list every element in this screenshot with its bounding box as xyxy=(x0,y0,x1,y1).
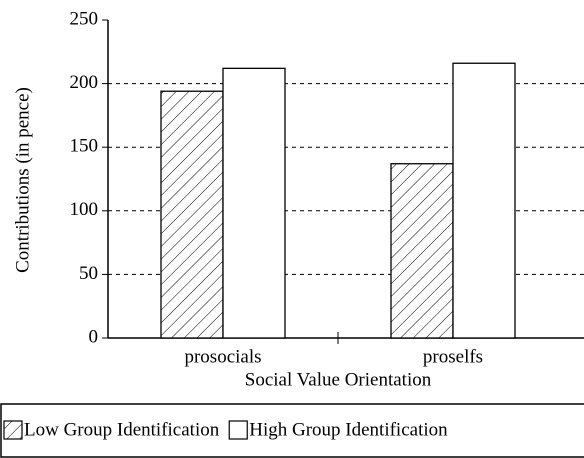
y-tick-label: 0 xyxy=(89,326,99,347)
x-axis-label: Social Value Orientation xyxy=(245,369,432,390)
y-tick-label: 200 xyxy=(70,72,99,93)
x-tick-label: proselfs xyxy=(423,346,483,367)
y-tick-label: 100 xyxy=(70,199,99,220)
y-tick-label: 50 xyxy=(79,263,98,284)
bar xyxy=(160,90,224,339)
y-axis-label: Contributions (in pence) xyxy=(12,87,33,273)
bar xyxy=(390,163,454,339)
bar xyxy=(222,67,286,339)
bar xyxy=(452,62,516,339)
legend-swatch xyxy=(228,420,248,440)
y-tick-label: 250 xyxy=(70,8,99,29)
legend-label: High Group Identification xyxy=(249,419,448,440)
legend-swatch xyxy=(3,420,23,440)
x-tick-label: prosocials xyxy=(184,346,261,367)
legend-label: Low Group Identification xyxy=(24,419,220,440)
legend-box xyxy=(0,403,584,458)
y-tick-label: 150 xyxy=(70,136,99,157)
